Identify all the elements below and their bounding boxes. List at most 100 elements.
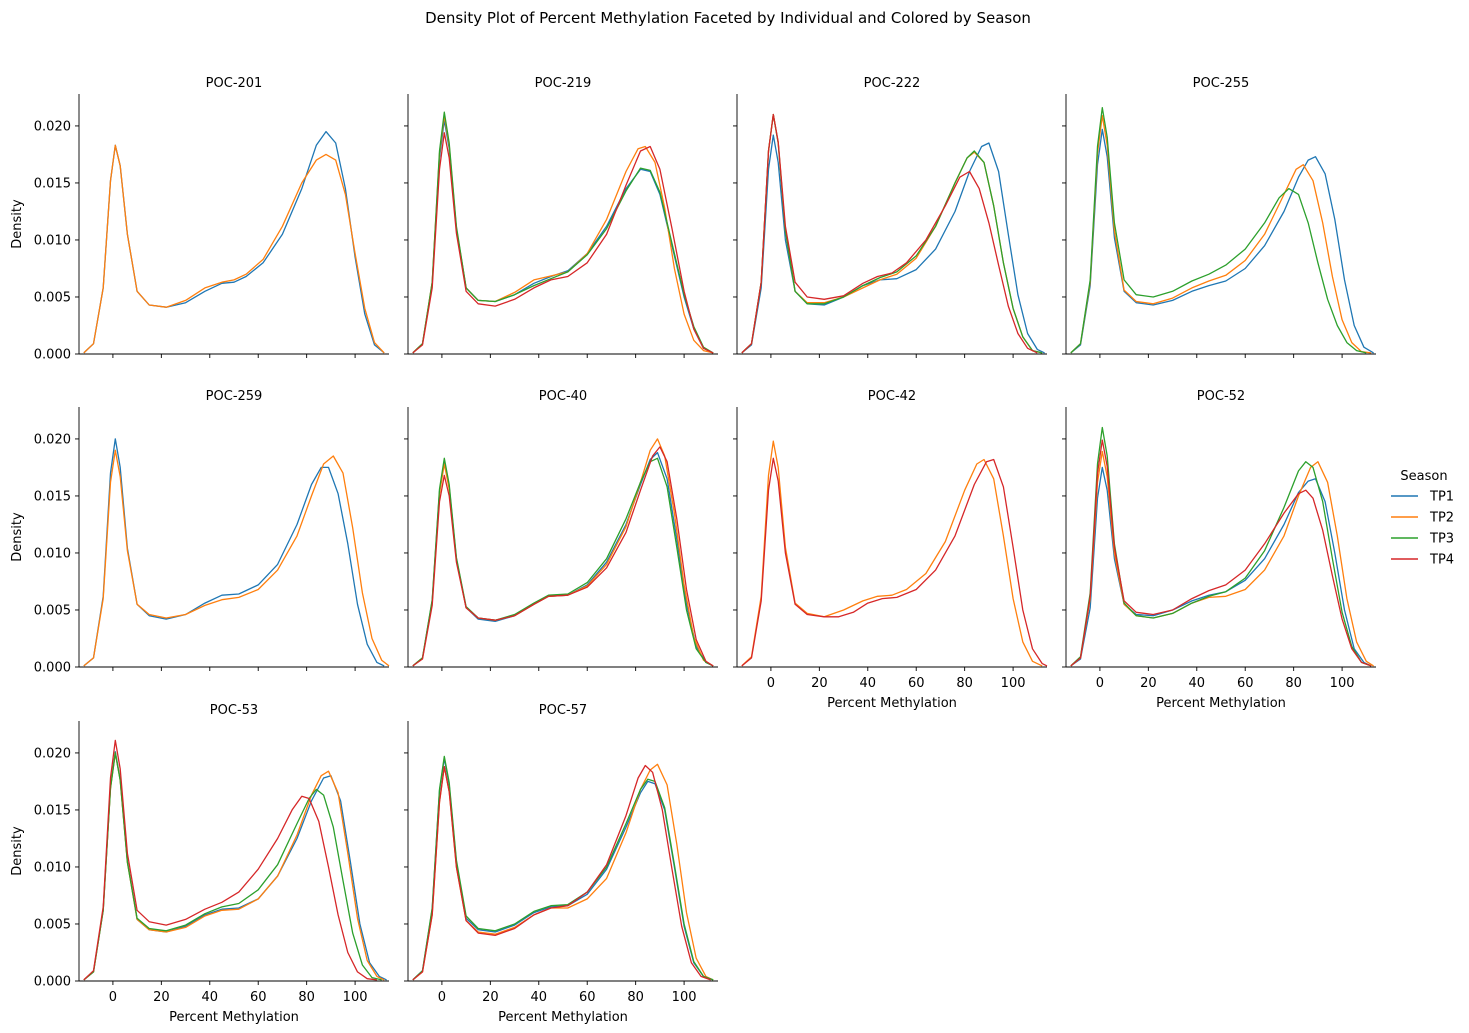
density-line-tp1 [741, 134, 1045, 354]
y-tick-label: 0.020 [34, 746, 71, 761]
y-tick-label: 0.000 [34, 348, 71, 363]
x-tick-label: 0 [109, 990, 117, 1005]
y-tick-label: 0.000 [34, 975, 71, 990]
y-axis-label: Density [10, 826, 25, 876]
x-tick-label: 40 [860, 676, 877, 691]
facet-title: POC-40 [539, 389, 587, 404]
y-tick-label: 0.015 [34, 489, 71, 504]
y-tick-label: 0.015 [34, 176, 71, 191]
legend-title: Season [1400, 469, 1447, 484]
x-tick-label: 100 [672, 990, 697, 1005]
x-tick-label: 40 [1189, 676, 1206, 691]
facet-panel: POC-52 0 20 40 60 80 100 Percent Methylation [1062, 389, 1376, 711]
y-tick-label: 0.020 [34, 432, 71, 447]
density-line-tp4 [412, 132, 714, 354]
legend-label-tp1: TP1 [1429, 490, 1454, 505]
x-axis-label: Percent Methylation [1156, 696, 1286, 711]
x-tick-label: 100 [1001, 676, 1026, 691]
legend-label-tp4: TP4 [1429, 553, 1454, 568]
x-tick-label: 40 [202, 990, 219, 1005]
x-tick-label: 20 [482, 990, 499, 1005]
density-line-tp2 [1070, 115, 1372, 354]
density-line-tp4 [741, 113, 1038, 354]
density-line-tp4 [83, 739, 377, 981]
density-line-tp4 [412, 764, 711, 981]
x-tick-label: 100 [1330, 676, 1355, 691]
density-line-tp1 [83, 438, 385, 667]
x-tick-label: 20 [153, 990, 170, 1005]
facet-title: POC-57 [539, 703, 587, 718]
facet-title: POC-53 [210, 703, 258, 718]
density-line-tp3 [1070, 107, 1367, 354]
x-axis-label: Percent Methylation [498, 1010, 628, 1025]
density-line-tp3 [412, 457, 714, 667]
facet-title: POC-255 [1193, 76, 1250, 91]
x-tick-label: 40 [531, 990, 548, 1005]
legend-label-tp3: TP3 [1429, 532, 1454, 547]
facet-panel: POC-201 0.000 0.005 0.010 0.015 0.020 Density [10, 76, 389, 363]
facet-panel: POC-219 [404, 76, 718, 358]
y-tick-label: 0.005 [34, 917, 71, 932]
chart-title: Density Plot of Percent Methylation Face… [425, 9, 1031, 27]
density-line-tp4 [412, 446, 714, 667]
x-tick-label: 0 [767, 676, 775, 691]
facet-title: POC-259 [206, 389, 263, 404]
facet-title: POC-52 [1197, 389, 1245, 404]
y-axis-label: Density [10, 512, 25, 562]
y-tick-label: 0.010 [34, 860, 71, 875]
y-tick-label: 0.020 [34, 119, 71, 134]
x-tick-label: 0 [1096, 676, 1104, 691]
x-tick-label: 80 [627, 990, 644, 1005]
density-line-tp4 [741, 457, 1048, 667]
facet-panel: POC-40 [404, 389, 718, 671]
facet-panel: POC-42 0 20 40 60 80 100 Percent Methylation [733, 389, 1048, 711]
facet-panel: POC-53 0.000 0.005 0.010 0.015 0.020 0 20 40 60 80… [10, 703, 389, 1025]
density-line-tp2 [412, 438, 714, 667]
facet-panel: POC-57 0 20 40 60 80 100 Percent Methylation [404, 703, 718, 1025]
density-line-tp3 [412, 755, 714, 981]
density-line-tp2 [1070, 450, 1374, 667]
y-tick-label: 0.005 [34, 290, 71, 305]
y-tick-label: 0.010 [34, 233, 71, 248]
legend-label-tp2: TP2 [1429, 511, 1454, 526]
x-tick-label: 80 [298, 990, 315, 1005]
density-line-tp4 [1070, 439, 1372, 667]
density-line-tp1 [412, 451, 714, 667]
facet-panel: POC-222 [733, 76, 1047, 358]
density-line-tp2 [83, 144, 385, 354]
x-axis-label: Percent Methylation [827, 696, 957, 711]
x-tick-label: 80 [1285, 676, 1302, 691]
facet-title: POC-42 [868, 389, 916, 404]
x-tick-label: 60 [579, 990, 596, 1005]
y-axis-label: Density [10, 199, 25, 249]
x-tick-label: 20 [811, 676, 828, 691]
facet-title: POC-219 [535, 76, 592, 91]
density-line-tp3 [83, 752, 382, 981]
density-line-tp3 [412, 111, 714, 354]
x-tick-label: 60 [250, 990, 267, 1005]
y-tick-label: 0.005 [34, 603, 71, 618]
y-tick-label: 0.010 [34, 546, 71, 561]
density-line-tp3 [1070, 426, 1372, 667]
x-tick-label: 100 [343, 990, 368, 1005]
x-tick-label: 60 [1237, 676, 1254, 691]
density-line-tp1 [1070, 466, 1372, 667]
density-line-tp2 [741, 440, 1043, 667]
legend-items: TP1 TP2 TP3 TP4 [1391, 490, 1454, 568]
y-tick-label: 0.000 [34, 661, 71, 676]
density-line-tp2 [83, 449, 390, 667]
facet-title: POC-222 [864, 76, 921, 91]
x-tick-label: 60 [908, 676, 925, 691]
facet-panel: POC-259 0.000 0.005 0.010 0.015 0.020 Density [10, 389, 390, 676]
x-tick-label: 0 [438, 990, 446, 1005]
x-axis-label: Percent Methylation [169, 1010, 299, 1025]
facet-panels: POC-2010.0000.0050.0100.0150.020DensityP… [10, 76, 1376, 1025]
facet-title: POC-201 [206, 76, 263, 91]
facet-panel: POC-255 [1062, 76, 1376, 358]
x-tick-label: 20 [1140, 676, 1157, 691]
y-tick-label: 0.015 [34, 803, 71, 818]
x-tick-label: 80 [956, 676, 973, 691]
density-line-tp1 [1070, 128, 1374, 354]
legend: Season TP1 TP2 TP3 TP4 [1391, 469, 1454, 568]
